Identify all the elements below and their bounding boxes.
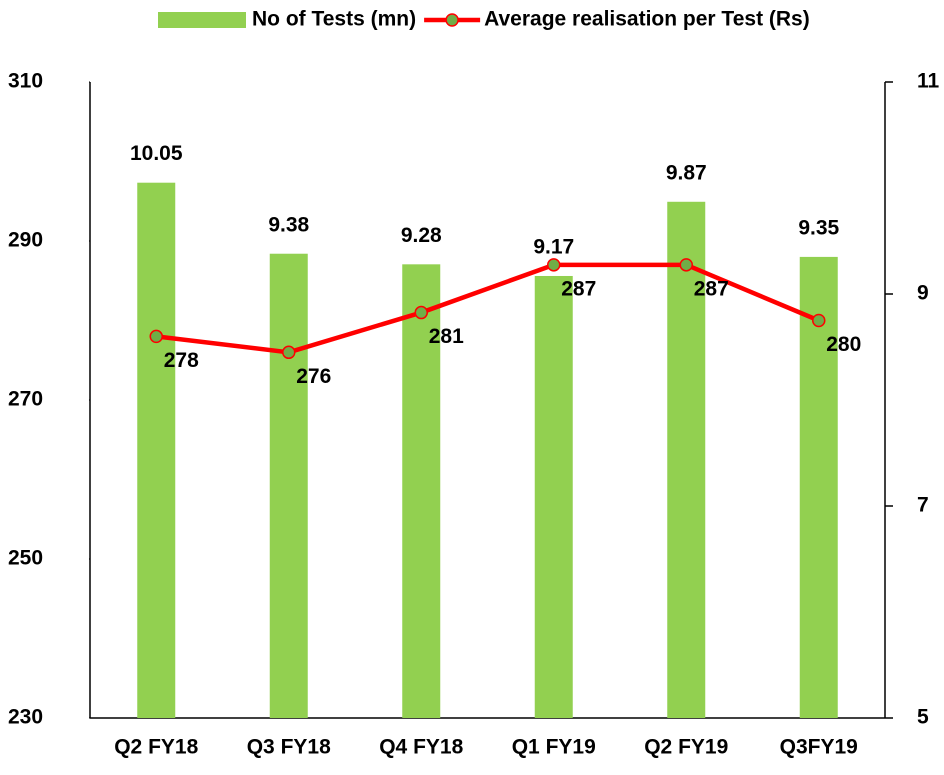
line — [155, 262, 820, 355]
bar-value-label: 9.35 — [798, 216, 839, 239]
bar — [799, 256, 838, 718]
line-marker — [282, 345, 296, 360]
line-value-label: 287 — [561, 277, 596, 300]
y2-tick-label: 7 — [917, 494, 929, 517]
x-tick-label: Q1 FY19 — [512, 736, 596, 759]
legend-marker — [445, 13, 459, 27]
line-value-label: 281 — [429, 325, 464, 348]
y-tick-label: 290 — [8, 229, 43, 252]
bar — [137, 182, 176, 718]
line-marker — [547, 258, 561, 272]
legend-swatch — [158, 12, 246, 28]
line-value-label: 276 — [296, 365, 331, 388]
x-tick-label: Q2 FY19 — [644, 736, 728, 759]
bar — [269, 253, 308, 718]
y-tick-label: 310 — [8, 70, 43, 93]
line-value-label: 287 — [694, 277, 729, 300]
legend-label: No of Tests (mn) — [252, 8, 416, 31]
line-marker — [812, 313, 826, 328]
bar-value-label: 9.17 — [533, 236, 574, 259]
bar-value-label: 9.38 — [268, 213, 309, 236]
line-marker — [149, 329, 163, 344]
y2-tick-label: 11 — [917, 70, 940, 93]
y2-tick-label: 9 — [917, 282, 929, 305]
line-marker — [414, 305, 428, 320]
y-tick-label: 250 — [8, 547, 43, 570]
line-marker — [679, 258, 693, 272]
x-tick-label: Q3 FY18 — [247, 736, 331, 759]
y2-tick-label: 5 — [917, 706, 929, 729]
x-tick-label: Q4 FY18 — [379, 736, 463, 759]
legend-label: Average realisation per Test (Rs) — [484, 8, 810, 31]
bar — [402, 264, 441, 718]
x-tick-label: Q3FY19 — [780, 736, 858, 759]
line-value-label: 278 — [164, 349, 199, 372]
bar-value-label: 9.28 — [401, 224, 442, 247]
bar-value-label: 9.87 — [666, 161, 707, 184]
bar — [534, 275, 573, 718]
y-tick-label: 230 — [8, 706, 43, 729]
bar — [667, 201, 706, 718]
line-value-label: 280 — [826, 333, 861, 356]
y-tick-label: 270 — [8, 388, 43, 411]
x-tick-label: Q2 FY18 — [114, 736, 198, 759]
bar-value-label: 10.05 — [130, 142, 183, 165]
